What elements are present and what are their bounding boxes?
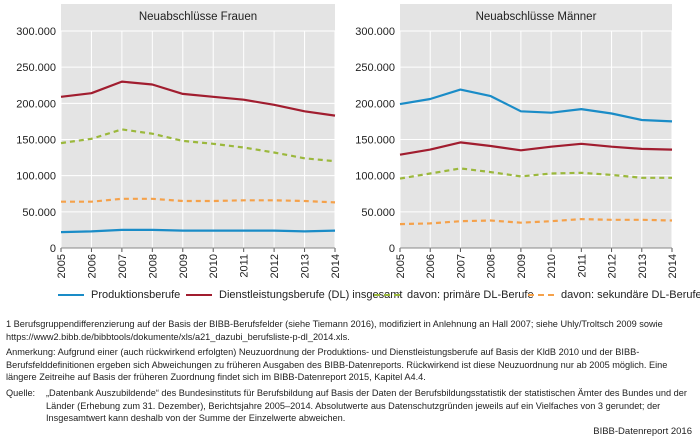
x-tick-label: 2009	[178, 254, 190, 278]
x-tick-label: 2014	[330, 254, 342, 278]
y-tick-label: 300.000	[16, 26, 56, 38]
y-tick-label: 100.000	[16, 171, 56, 183]
plot-area-1	[400, 4, 672, 248]
legend: Produktionsberufe Dienstleistungsberufe …	[0, 287, 700, 305]
legend-swatch-dl-insgesamt	[186, 294, 212, 296]
legend-label: davon: primäre DL-Berufe	[407, 289, 534, 301]
x-tick-label: 2008	[486, 254, 498, 278]
x-tick-label: 2010	[208, 254, 220, 278]
x-tick-label: 2012	[269, 254, 281, 278]
source-label: Quelle:	[6, 387, 36, 398]
y-tick-label: 150.000	[355, 135, 395, 147]
y-tick-label: 100.000	[355, 171, 395, 183]
legend-item-dl-insgesamt: Dienstleistungsberufe (DL) insgesamt	[186, 289, 402, 301]
x-tick-label: 2009	[516, 254, 528, 278]
x-tick-label: 2007	[117, 254, 129, 278]
y-tick-label: 0	[389, 243, 395, 255]
series-line-1-3	[399, 218, 673, 226]
series-line-1-0	[399, 88, 673, 123]
x-tick-label: 2011	[576, 254, 588, 278]
x-tick-label: 2013	[637, 254, 649, 278]
x-tick-label: 2006	[425, 254, 437, 278]
footnote: 1 Berufsgruppendifferenzierung auf der B…	[6, 319, 663, 342]
legend-label: Dienstleistungsberufe (DL) insgesamt	[219, 289, 403, 301]
legend-item-sekundaere-dl: davon: sekundäre DL-Berufe	[528, 289, 700, 301]
source-block: Quelle: „Datenbank Auszubildende“ des Bu…	[6, 387, 696, 425]
y-tick-label: 200.000	[355, 98, 395, 110]
legend-item-primaere-dl: davon: primäre DL-Berufe	[374, 289, 534, 301]
x-tick-label: 2005	[56, 254, 68, 278]
legend-swatch-sekundaere-dl	[528, 294, 554, 296]
legend-label: davon: sekundäre DL-Berufe	[561, 289, 700, 301]
legend-item-produktion: Produktionsberufe	[58, 289, 180, 301]
y-tick-label: 50.000	[22, 207, 56, 219]
x-tick-label: 2006	[86, 254, 98, 278]
chart-title-0: Neuabschlüsse Frauen	[139, 11, 257, 23]
legend-label: Produktionsberufe	[91, 289, 181, 301]
x-tick-label: 2007	[455, 254, 467, 278]
plot-area-0	[61, 4, 335, 248]
notes: 1 Berufsgruppendifferenzierung auf der B…	[6, 318, 696, 425]
legend-swatch-primaere-dl	[374, 294, 400, 296]
y-tick-label: 250.000	[355, 62, 395, 74]
x-tick-label: 2008	[147, 254, 159, 278]
series-line-1-2	[399, 167, 672, 180]
anmerkung: Anmerkung: Aufgrund einer (auch rückwirk…	[6, 347, 668, 383]
legend-swatch-produktion	[58, 294, 84, 296]
x-tick-label: 2013	[300, 254, 312, 278]
source-text: „Datenbank Auszubildende“ des Bundesinst…	[46, 387, 687, 424]
series-line-0-2	[60, 128, 336, 163]
y-tick-label: 50.000	[361, 207, 395, 219]
y-tick-label: 150.000	[16, 135, 56, 147]
x-tick-label: 2014	[667, 254, 679, 278]
series-line-1-1	[399, 141, 673, 156]
series-line-0-1	[60, 80, 336, 117]
y-tick-label: 250.000	[16, 62, 56, 74]
y-tick-label: 300.000	[355, 26, 395, 38]
line-charts: Neuabschlüsse Frauen 0 50.000 100.000 150.00…	[16, 4, 679, 278]
x-tick-label: 2010	[546, 254, 558, 278]
y-tick-label: 200.000	[16, 98, 56, 110]
y-tick-label: 0	[50, 243, 56, 255]
x-tick-label: 2005	[395, 254, 407, 278]
series-line-0-3	[61, 197, 336, 204]
credit: BIBB-Datenreport 2016	[593, 426, 692, 437]
series-line-0-0	[60, 228, 336, 234]
chart-title-1: Neuabschlüsse Männer	[476, 11, 597, 23]
x-tick-label: 2012	[607, 254, 619, 278]
x-tick-label: 2011	[239, 254, 251, 278]
